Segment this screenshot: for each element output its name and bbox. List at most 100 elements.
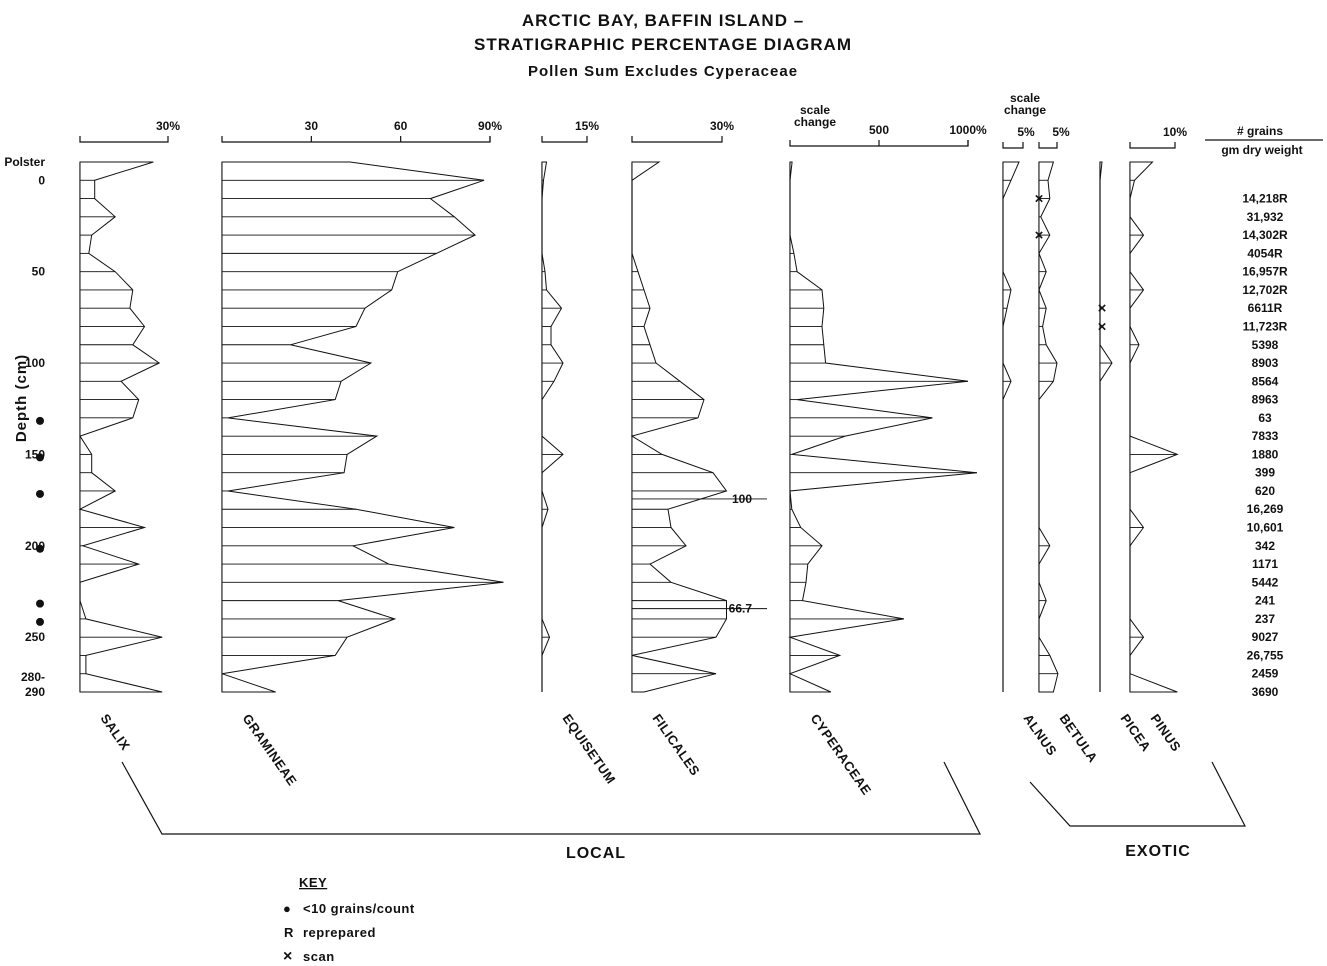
key-symbol-dot: ●	[283, 901, 291, 916]
grains-value: 237	[1255, 612, 1275, 626]
grains-value: 12,702R	[1242, 283, 1288, 297]
scale-tick-label: 5%	[1017, 125, 1035, 139]
key-symbol-x: ×	[283, 948, 293, 965]
scan-mark: ×	[1098, 318, 1107, 335]
grains-value: 63	[1258, 411, 1272, 425]
grains-value: 14,218R	[1242, 192, 1288, 206]
scan-mark: ×	[1098, 300, 1107, 317]
scan-mark: ×	[1035, 191, 1044, 208]
group-label-exotic: EXOTIC	[1125, 843, 1191, 860]
series-filicales: 30% 100 66.7 FILICALES	[630, 119, 767, 778]
grains-value: 16,957R	[1242, 265, 1288, 279]
grains-value: 3690	[1252, 685, 1279, 699]
chart-title-line-2: STRATIGRAPHIC PERCENTAGE DIAGRAM	[474, 35, 852, 54]
scale-tick-label: 60	[394, 119, 408, 133]
grains-value: 399	[1255, 466, 1275, 480]
chart-subtitle: Pollen Sum Excludes Cyperaceae	[528, 63, 798, 80]
series-profile	[1129, 161, 1179, 693]
y-axis-label: Depth (cm)	[13, 354, 30, 442]
scale-axis	[631, 136, 723, 143]
grains-value: 5398	[1252, 338, 1279, 352]
key-symbol-r: R	[284, 925, 294, 940]
series-betula: 5% BETULA	[1038, 125, 1101, 765]
grains-value: 11,723R	[1243, 319, 1288, 333]
scale-axis	[79, 136, 169, 143]
taxon-label: BETULA	[1057, 711, 1101, 765]
grains-value: 2459	[1252, 667, 1279, 681]
scale-tick-label: 15%	[575, 119, 599, 133]
y-tick-label: 100	[25, 356, 45, 370]
taxon-label: SALIX	[98, 711, 134, 753]
break-label: 66.7	[729, 602, 753, 616]
scale-axis	[1038, 142, 1058, 149]
taxon-label: ALNUS	[1021, 711, 1060, 758]
scale-change-label: change	[794, 115, 836, 129]
key-label-dot: <10 grains/count	[303, 901, 415, 916]
series-pinus: 10% PINUS	[1129, 125, 1187, 754]
taxon-label: CYPERACEAE	[808, 711, 875, 798]
scale-tick-label: 5%	[1052, 125, 1070, 139]
few-grains-dot	[36, 544, 44, 553]
grains-value: 14,302R	[1242, 228, 1288, 242]
grains-value: 6611R	[1248, 301, 1283, 315]
few-grains-dot	[36, 489, 44, 498]
key-heading: KEY	[299, 875, 327, 890]
taxon-label: EQUISETUM	[560, 711, 619, 787]
key-label-r: reprepared	[303, 925, 376, 940]
pollen-series: 30% SALIX 30 60 90% GRAMINEAE 15% EQUISETUM 30% 1…	[78, 91, 1187, 798]
exotic-bracket	[1029, 761, 1246, 827]
y-tick-label: 0	[38, 173, 45, 187]
y-tick-label: 250	[25, 630, 45, 644]
scale-axis	[221, 136, 491, 143]
scale-tick-label: 30%	[710, 119, 734, 133]
group-label-local: LOCAL	[566, 845, 626, 862]
taxon-label: PINUS	[1148, 711, 1185, 754]
scale-tick-label: 30%	[156, 119, 180, 133]
grains-per-gram-column: # grains gm dry weight 14,218R 31,932 14,302…	[1205, 124, 1323, 699]
grains-header: gm dry weight	[1221, 143, 1302, 157]
group-brackets: LOCAL EXOTIC	[121, 761, 1246, 862]
grains-value: 8963	[1252, 393, 1279, 407]
grains-value: 10,601	[1247, 521, 1284, 535]
series-equisetum: 15% EQUISETUM	[541, 119, 619, 787]
grains-header: # grains	[1237, 124, 1283, 138]
key-label-x: scan	[303, 949, 335, 964]
taxon-label: GRAMINEAE	[240, 711, 300, 788]
scale-tick-label: 90%	[478, 119, 502, 133]
few-grains-dot	[36, 416, 44, 425]
grains-value: 16,269	[1247, 502, 1284, 516]
scale-axis	[541, 136, 588, 143]
y-tick-label: 50	[32, 265, 46, 279]
grains-value: 26,755	[1247, 648, 1284, 662]
scan-mark: ×	[1035, 227, 1044, 244]
series-profile	[78, 161, 163, 693]
few-grains-dot	[36, 617, 44, 626]
legend-key: KEY ● <10 grains/count R reprepared × sc…	[283, 875, 415, 965]
scale-tick-label: 30	[305, 119, 319, 133]
few-grains-dot	[36, 453, 44, 462]
grains-value: 8564	[1252, 374, 1279, 388]
series-profile	[1002, 161, 1020, 692]
y-tick-label: Polster	[4, 155, 45, 169]
series-profile	[541, 161, 564, 692]
grains-value: 7833	[1252, 429, 1279, 443]
scale-tick-label: 1000%	[949, 123, 987, 137]
scale-tick-label: 500	[869, 123, 889, 137]
series-gramineae: 30 60 90% GRAMINEAE	[221, 119, 504, 788]
break-label: 100	[732, 492, 752, 506]
scale-tick-label: 10%	[1163, 125, 1187, 139]
scale-change-label: scale	[1010, 91, 1040, 105]
grains-value: 4054R	[1247, 246, 1283, 260]
grains-value: 5442	[1252, 575, 1279, 589]
y-tick-label: 290	[25, 685, 45, 699]
scale-axis	[1129, 142, 1176, 149]
few-grains-dot	[36, 599, 44, 608]
local-bracket	[121, 761, 981, 835]
series-profile	[788, 161, 977, 693]
grains-value: 1171	[1252, 557, 1278, 571]
grains-value: 31,932	[1247, 210, 1284, 224]
few-grains-markers	[36, 416, 44, 626]
grains-value: 620	[1255, 484, 1275, 498]
